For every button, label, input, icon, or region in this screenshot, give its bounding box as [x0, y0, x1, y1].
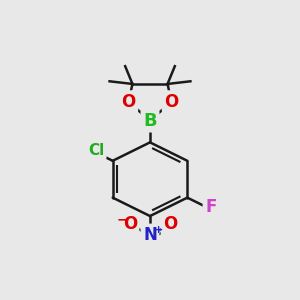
Text: O: O: [123, 215, 137, 233]
Text: −: −: [116, 213, 128, 227]
Text: +: +: [154, 224, 163, 235]
Text: F: F: [205, 198, 217, 216]
Text: O: O: [122, 93, 136, 111]
Text: Cl: Cl: [88, 142, 104, 158]
Text: O: O: [164, 93, 178, 111]
Text: N: N: [143, 226, 157, 244]
Text: B: B: [143, 112, 157, 130]
Text: O: O: [163, 215, 177, 233]
